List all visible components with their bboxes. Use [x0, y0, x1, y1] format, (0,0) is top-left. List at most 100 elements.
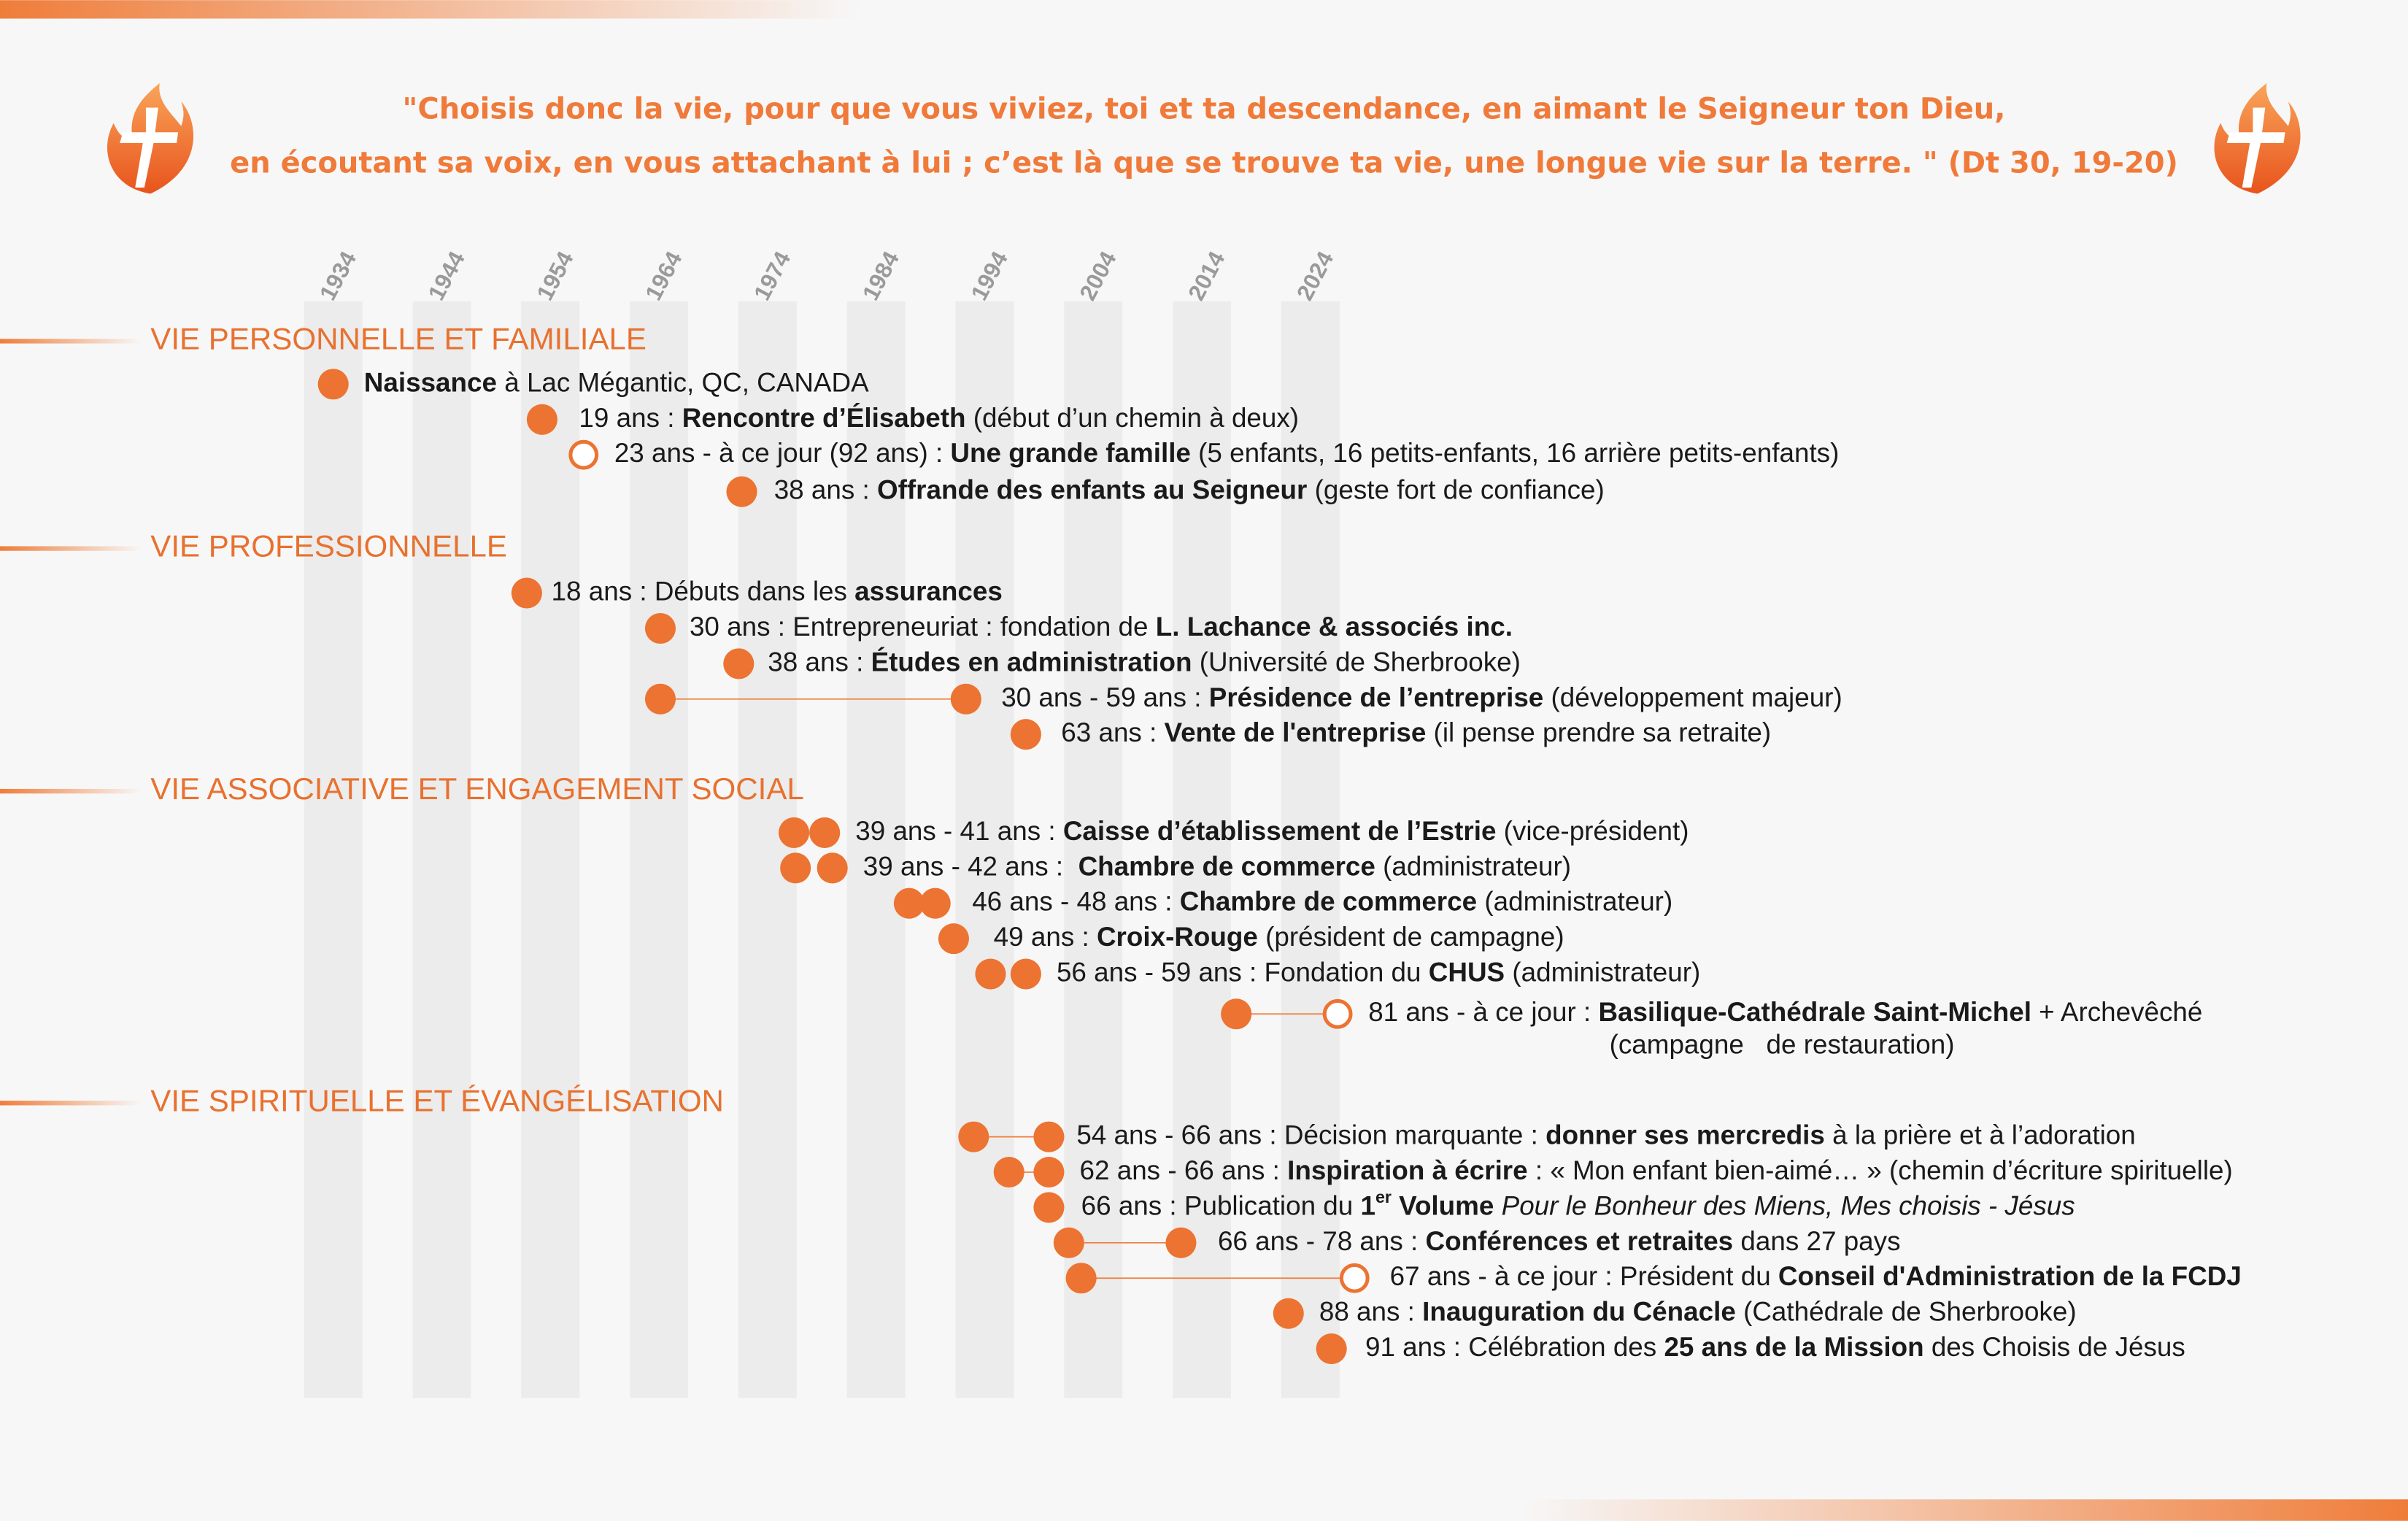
dot [919, 887, 951, 919]
item-text: 38 ans : Études en administration (Unive… [768, 647, 1521, 677]
text-segment: 39 ans - 41 ans : [855, 816, 1063, 846]
dot [779, 817, 810, 848]
text-segment: à la prière et à l’adoration [1825, 1120, 2136, 1150]
text-segment: (5 enfants, 16 petits-enfants, 16 arrièr… [1191, 438, 1839, 468]
quote-line: en écoutant sa voix, en vous attachant à… [230, 146, 2178, 180]
timeline: VIE PERSONNELLE ET FAMILIALE Naissance à … [0, 322, 2242, 1365]
text-segment: 67 ans - à ce jour : Président du [1390, 1261, 1778, 1291]
dot [1010, 719, 1041, 750]
dot [526, 404, 557, 435]
item-text: 30 ans : Entrepreneuriat : fondation de … [690, 612, 1513, 642]
text-segment: 19 ans : [579, 403, 682, 433]
item-text: 19 ans : Rencontre d’Élisabeth (début d’… [579, 403, 1299, 433]
text-segment: Volume [1392, 1190, 1494, 1220]
item-text: 67 ans - à ce jour : Président du Consei… [1390, 1261, 2242, 1291]
text-segment: donner ses mercredis [1545, 1120, 1825, 1150]
item-text: 81 ans - à ce jour : Basilique-Cathédral… [1368, 997, 2202, 1027]
item-text: 66 ans : Publication du 1er Volume Pour … [1081, 1187, 2075, 1220]
item-text: Naissance à Lac Mégantic, QC, CANADA [364, 367, 869, 397]
text-segment: 49 ans : [994, 922, 1097, 952]
text-segment [1494, 1190, 1501, 1220]
year-column [846, 301, 906, 1398]
dot [1165, 1227, 1197, 1258]
bottom-band [1520, 1499, 2408, 1521]
dot [1010, 958, 1041, 990]
dot [1273, 1298, 1304, 1329]
text-segment: 81 ans - à ce jour : [1368, 997, 1598, 1027]
dot [893, 887, 925, 919]
text-segment: Basilique-Cathédrale Saint-Michel [1598, 997, 2031, 1027]
item-text: 23 ans - à ce jour (92 ans) : Une grande… [614, 438, 1840, 468]
dot [726, 476, 757, 507]
text-segment: : « Mon enfant bien-aimé… » (chemin d’éc… [1528, 1155, 2233, 1185]
item-text: 54 ans - 66 ans : Décision marquante : d… [1076, 1120, 2135, 1150]
item-text: 46 ans - 48 ans : Chambre de commerce (a… [972, 886, 1672, 916]
text-segment: Conférences et retraites [1426, 1226, 1734, 1256]
text-segment: 25 ans de la Mission [1664, 1332, 1923, 1362]
text-segment: (développement majeur) [1543, 682, 1842, 712]
dot [975, 958, 1006, 990]
text-segment: Inspiration à écrire [1287, 1155, 1528, 1185]
text-segment: er [1375, 1187, 1392, 1206]
year-column [521, 301, 580, 1398]
item-text: 49 ans : Croix-Rouge (président de campa… [994, 922, 1564, 952]
item-text: 30 ans - 59 ans : Présidence de l’entrep… [1001, 682, 1842, 712]
text-segment: Conseil d'Administration de la FCDJ [1778, 1261, 2242, 1291]
item-text: 63 ans : Vente de l'entreprise (il pense… [1061, 717, 1771, 747]
text-segment: (administrateur) [1505, 957, 1700, 987]
quote-line: "Choisis donc la vie, pour que vous vivi… [403, 93, 2006, 126]
text-segment: 91 ans : Célébration des [1365, 1332, 1664, 1362]
year-column [1173, 301, 1232, 1398]
dot [938, 923, 969, 955]
item-text: 88 ans : Inauguration du Cénacle (Cathéd… [1319, 1296, 2077, 1326]
section-rule [0, 1101, 142, 1106]
text-segment: 38 ans : [774, 474, 877, 504]
dot [958, 1121, 989, 1152]
text-segment: à Lac Mégantic, QC, CANADA [497, 367, 869, 397]
text-segment: 38 ans : [768, 647, 871, 677]
dot [317, 369, 349, 400]
text-segment: (vice-président) [1496, 816, 1689, 846]
item-text: 66 ans - 78 ans : Conférences et retrait… [1218, 1226, 1901, 1256]
dot [644, 612, 676, 644]
text-segment: des Choisis de Jésus [1924, 1332, 2185, 1362]
text-segment: Naissance [364, 367, 497, 397]
dot [723, 648, 755, 679]
text-segment: 30 ans : Entrepreneuriat : fondation de [690, 612, 1156, 642]
top-band [0, 0, 860, 19]
text-segment: 63 ans : [1061, 717, 1164, 747]
section-rule [0, 339, 142, 344]
text-segment: Rencontre d’Élisabeth [682, 403, 966, 433]
text-segment: 18 ans : Débuts dans les [552, 576, 855, 606]
dot [1221, 998, 1252, 1030]
dot [817, 852, 848, 884]
text-segment: Études en administration [871, 647, 1192, 677]
year-column [630, 301, 689, 1398]
section-rule [0, 788, 142, 794]
text-segment: (administrateur) [1477, 886, 1672, 916]
text-segment: assurances [854, 576, 1003, 606]
year-column [412, 301, 471, 1398]
dot [950, 683, 981, 715]
year-columns: 1934 1944 1954 1964 1974 1984 1994 2004 2014 2024 [304, 247, 1340, 1398]
text-segment: 88 ans : [1319, 1296, 1422, 1326]
section-rule [0, 546, 142, 551]
text-segment: (Cathédrale de Sherbrooke) [1736, 1296, 2077, 1326]
text-segment: 23 ans - à ce jour (92 ans) : [614, 438, 951, 468]
year-column [304, 301, 363, 1398]
text-segment: (Université de Sherbrooke) [1192, 647, 1521, 677]
item-text: 39 ans - 41 ans : Caisse d’établissement… [855, 816, 1689, 846]
text-segment: 46 ans - 48 ans : [972, 886, 1180, 916]
dot [1053, 1227, 1084, 1258]
year-column [1281, 301, 1340, 1398]
item-text: 62 ans - 66 ans : Inspiration à écrire :… [1080, 1155, 2233, 1185]
dot [1033, 1156, 1065, 1188]
text-segment: Inauguration du Cénacle [1422, 1296, 1736, 1326]
text-segment: + Archevêché [2031, 997, 2202, 1027]
section-title: VIE ASSOCIATIVE ET ENGAGEMENT SOCIAL [150, 771, 804, 806]
text-segment: Caisse d’établissement de l’Estrie [1063, 816, 1497, 846]
dot [993, 1156, 1024, 1188]
dot [644, 683, 676, 715]
